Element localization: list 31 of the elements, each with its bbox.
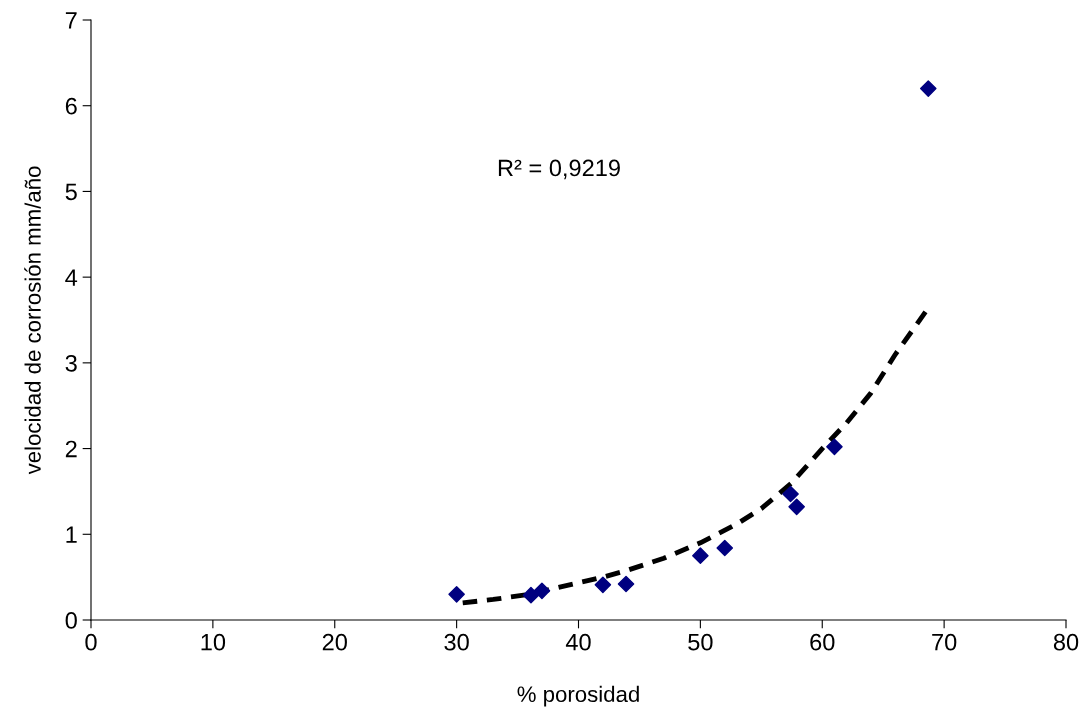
point (533, 582, 551, 600)
y-tick-label: 3 (65, 354, 77, 372)
point (522, 586, 540, 604)
point (826, 438, 843, 456)
point (788, 498, 805, 516)
x-tick-label: 40 (565, 633, 591, 651)
y-tick-label: 5 (65, 183, 77, 201)
x-tick-label: 50 (688, 633, 713, 651)
x-tick-label: 10 (201, 633, 226, 651)
point (594, 576, 612, 594)
x-tick-label: 30 (444, 633, 469, 651)
x-tick-label: 60 (810, 633, 835, 651)
y-axis-title: velocidad de corrosión mm/año (24, 166, 41, 475)
point (692, 547, 709, 565)
y-tick-label: 7 (65, 12, 77, 29)
point (716, 539, 734, 557)
x-tick-label: 80 (1053, 633, 1079, 651)
annotation: R² = 0,9219 (498, 159, 620, 180)
y-tick-label: 4 (65, 269, 78, 286)
point (617, 575, 635, 593)
y-tick-label: 1 (66, 526, 77, 543)
x-axis-title: % porosidad (517, 685, 639, 707)
point (448, 585, 465, 603)
point (782, 485, 799, 503)
y-tick-label: 6 (65, 97, 77, 115)
x-tick-label: 0 (85, 633, 97, 651)
x-tick-label: 70 (932, 633, 957, 651)
x-tick-label: 20 (322, 633, 347, 651)
point (919, 80, 937, 97)
y-tick-label: 2 (65, 440, 77, 458)
y-tick-label: 0 (65, 612, 77, 629)
